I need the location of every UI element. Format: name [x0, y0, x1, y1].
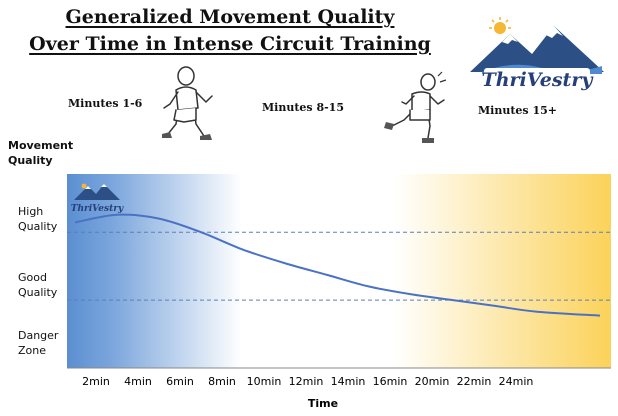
runner-energetic-illustration: [162, 66, 213, 140]
x-tick-label: 10min: [247, 375, 282, 388]
x-tick-label: 14min: [331, 375, 366, 388]
x-tick-label: 12min: [289, 375, 324, 388]
x-tick-label: 6min: [166, 375, 194, 388]
x-tick-label: 20min: [415, 375, 450, 388]
y-category-label-danger: Danger Zone: [18, 329, 59, 357]
y-category-label-high: High Quality: [18, 205, 58, 233]
x-tick-label: 8min: [208, 375, 236, 388]
chart-title-line-1: Generalized Movement Quality: [65, 6, 395, 28]
quality-zone-background: [67, 174, 611, 368]
phase-label-2: Minutes 8-15: [262, 101, 344, 114]
x-axis-title: Time: [308, 397, 338, 410]
y-axis-title: Movement Quality: [8, 139, 74, 167]
x-tick-label: 4min: [124, 375, 152, 388]
small-brand-name: ThriVestry: [71, 204, 124, 214]
phase-label-3: Minutes 15+: [478, 104, 557, 117]
brand-name: ThriVestry: [482, 69, 595, 91]
movement-quality-curve: [74, 213, 601, 317]
sun-icon: [489, 17, 511, 34]
chart-title-line-2: Over Time in Intense Circuit Training: [29, 33, 431, 55]
y-category-label-good: Good Quality: [18, 271, 58, 299]
x-tick-label: 16min: [373, 375, 408, 388]
phase-label-1: Minutes 1-6: [68, 97, 143, 110]
x-tick-label: 22min: [457, 375, 492, 388]
x-tick-label: 2min: [82, 375, 110, 388]
thrivestry-logo: ThriVestry: [470, 17, 604, 91]
runner-tired-illustration: [384, 71, 447, 143]
thrivestry-logo-small: ThriVestry: [71, 183, 124, 214]
x-tick-label: 24min: [499, 375, 534, 388]
